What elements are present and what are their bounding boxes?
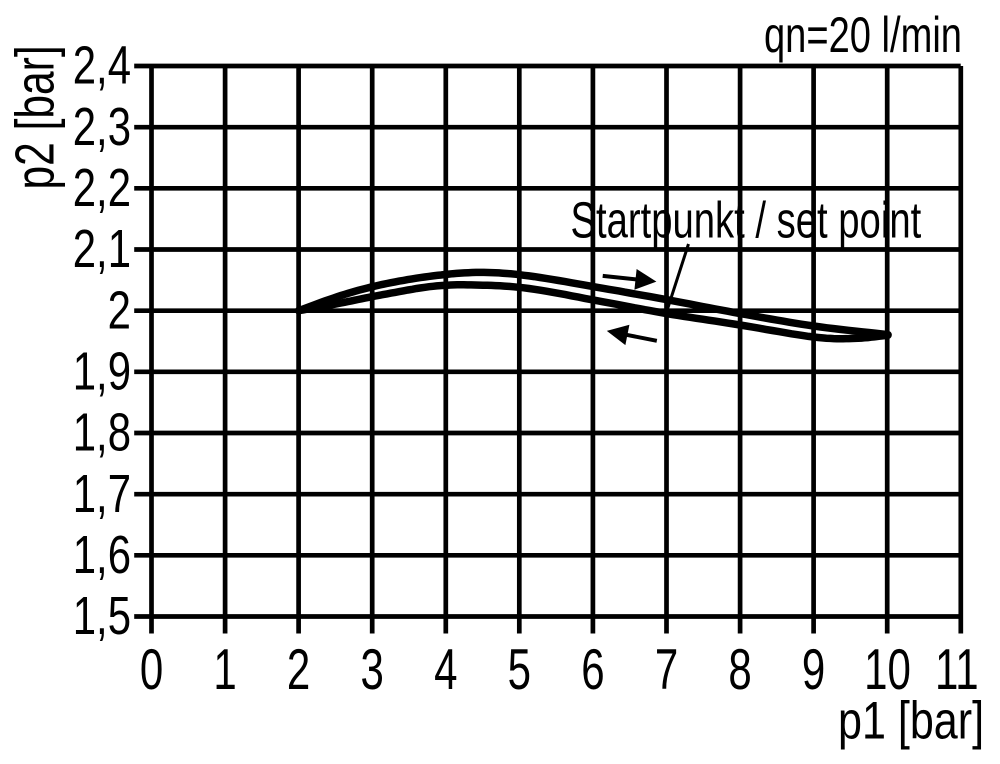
svg-text:2,1: 2,1 <box>73 219 131 279</box>
svg-text:2,4: 2,4 <box>73 36 131 96</box>
svg-text:7: 7 <box>655 636 678 701</box>
svg-text:1,9: 1,9 <box>73 341 131 401</box>
svg-text:qn=20 l/min: qn=20 l/min <box>764 8 962 63</box>
svg-text:Startpunkt / set point: Startpunkt / set point <box>571 191 922 249</box>
svg-text:1,5: 1,5 <box>73 586 131 646</box>
svg-text:p1 [bar]: p1 [bar] <box>838 692 984 751</box>
svg-text:2: 2 <box>108 280 131 340</box>
svg-text:1,7: 1,7 <box>73 464 131 524</box>
svg-text:6: 6 <box>581 636 604 701</box>
svg-text:1,6: 1,6 <box>73 525 131 585</box>
svg-text:1: 1 <box>213 636 236 701</box>
svg-text:2,3: 2,3 <box>73 97 131 157</box>
svg-text:3: 3 <box>361 636 384 701</box>
svg-text:1,8: 1,8 <box>73 403 131 463</box>
svg-text:2: 2 <box>287 636 310 701</box>
svg-text:p2 [bar]: p2 [bar] <box>5 45 65 189</box>
svg-text:9: 9 <box>802 636 825 701</box>
svg-text:11: 11 <box>935 636 979 701</box>
svg-text:2,2: 2,2 <box>73 158 131 218</box>
svg-text:4: 4 <box>434 636 457 701</box>
svg-text:5: 5 <box>508 636 531 701</box>
svg-text:10: 10 <box>864 636 911 701</box>
svg-text:8: 8 <box>728 636 751 701</box>
svg-text:0: 0 <box>140 636 163 701</box>
